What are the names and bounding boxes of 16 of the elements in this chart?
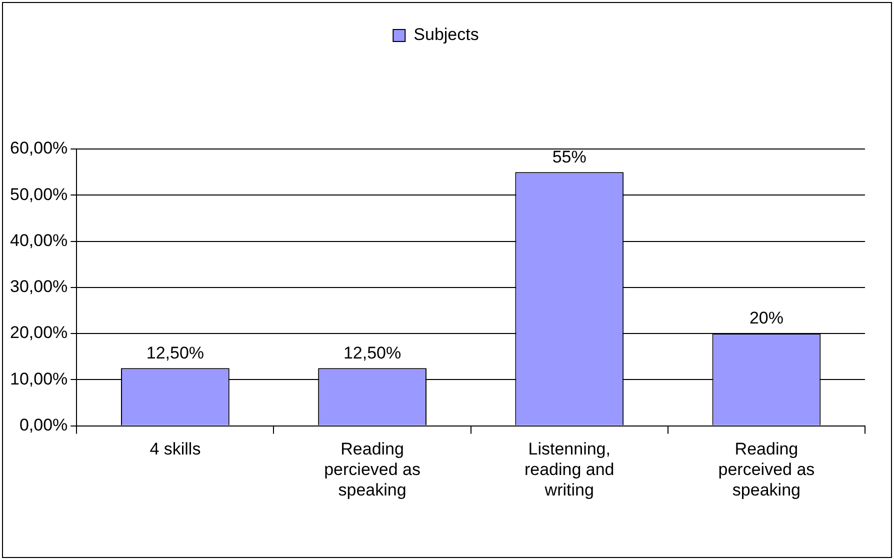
x-tick-label: Reading perceived as speaking <box>718 440 815 500</box>
y-tick-label: 40,00% <box>10 230 68 250</box>
x-tick-label: 4 skills <box>150 440 201 459</box>
x-tick-label: Reading percieved as speaking <box>324 440 420 500</box>
data-label: 12,50% <box>343 343 402 362</box>
y-tick-label: 10,00% <box>10 369 68 388</box>
data-label: 12,50% <box>146 343 204 362</box>
y-tick-label: 0,00% <box>19 415 68 434</box>
y-tick-label: 30,00% <box>10 277 68 296</box>
y-tick-label: 20,00% <box>10 323 68 342</box>
data-label: 20% <box>749 308 784 328</box>
legend-label: Subjects <box>414 25 479 44</box>
x-tick-label: Listenning, reading and writing <box>524 440 614 500</box>
y-tick-label: 50,00% <box>10 184 68 204</box>
data-label: 55% <box>552 147 586 166</box>
y-tick-label: 60,00% <box>10 138 68 158</box>
